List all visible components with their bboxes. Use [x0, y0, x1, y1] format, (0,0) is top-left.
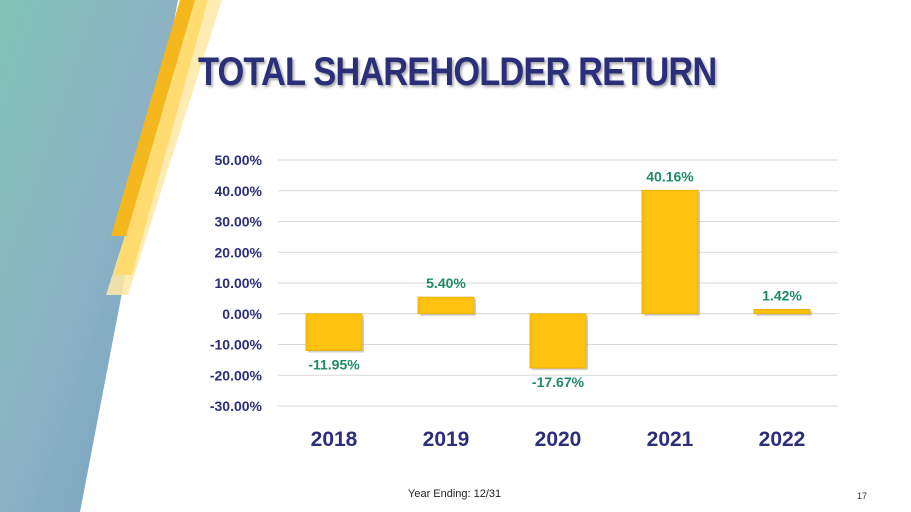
- bar-2018: [305, 313, 363, 351]
- y-tick-label: -10.00%: [210, 337, 263, 353]
- bar-2021: [641, 189, 699, 315]
- x-tick-label: 2021: [647, 428, 694, 451]
- year-ending-note: Year Ending: 12/31: [408, 488, 502, 500]
- y-tick-label: -30.00%: [210, 398, 263, 414]
- teal-side-panel: [0, 0, 178, 512]
- bar-2019: [417, 296, 475, 315]
- page-number: 17: [857, 491, 868, 501]
- x-tick-label: 2022: [759, 428, 806, 451]
- gold-stripe-main: [111, 0, 195, 236]
- y-tick-label: 50.00%: [215, 152, 263, 168]
- x-tick-label: 2018: [311, 428, 358, 451]
- y-tick-label: 10.00%: [215, 275, 263, 291]
- x-tick-label: 2019: [423, 428, 470, 451]
- data-label: 5.40%: [426, 275, 466, 291]
- slide-title: TOTAL SHAREHOLDER RETURN: [198, 50, 717, 94]
- y-tick-label: 40.00%: [215, 183, 263, 199]
- data-label: -17.67%: [532, 374, 585, 390]
- bar-2020: [529, 313, 587, 369]
- y-tick-label: 20.00%: [215, 244, 263, 260]
- y-tick-label: 30.00%: [215, 214, 263, 230]
- data-label: -11.95%: [308, 356, 360, 372]
- y-tick-label: -20.00%: [210, 367, 263, 383]
- data-label: 1.42%: [762, 287, 802, 303]
- y-tick-label: 0.00%: [222, 306, 262, 322]
- x-tick-label: 2020: [535, 428, 582, 451]
- bar-2022: [753, 308, 811, 315]
- data-label: 40.16%: [646, 168, 694, 184]
- gold-stripe-light: [114, 0, 208, 275]
